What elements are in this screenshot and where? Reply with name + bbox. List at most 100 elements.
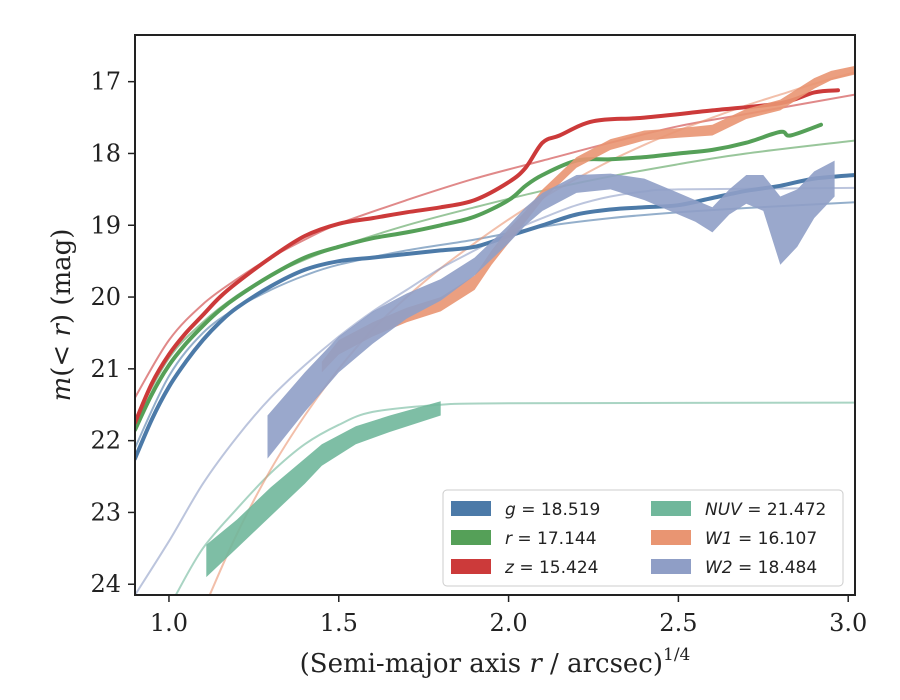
profile-point-3-7: [440, 408, 441, 409]
profile-point-5-11: [610, 181, 611, 182]
profile-point-2-22: [814, 92, 815, 93]
legend-label-5: W2 = 18.484: [705, 558, 817, 578]
y-axis-label: m(< r) (mag): [47, 229, 77, 402]
profile-point-4-18: [831, 75, 832, 76]
profile-point-0-10: [372, 257, 373, 258]
profile-point-2-13: [474, 200, 475, 201]
profile-point-2-6: [236, 282, 237, 283]
profile-point-2-12: [440, 207, 441, 208]
profile-point-1-16: [542, 174, 543, 175]
profile-point-0-4: [202, 340, 203, 341]
profile-point-3-3: [304, 471, 305, 472]
series-layer: [135, 65, 855, 595]
profile-point-4-16: [780, 104, 781, 105]
profile-point-1-12: [440, 225, 441, 226]
profile-point-1-1: [151, 393, 152, 394]
profile-point-1-11: [406, 232, 407, 233]
x-tick-label-2: 2.0: [489, 609, 527, 637]
profile-point-1-13: [474, 216, 475, 217]
x-tick-label-1: 1.5: [320, 609, 358, 637]
legend-box: [442, 489, 844, 587]
profile-point-0-7: [270, 286, 271, 287]
profile-point-1-6: [236, 297, 237, 298]
profile-point-0-20: [712, 197, 713, 198]
profile-point-4-11: [610, 144, 611, 145]
profile-point-4-14: [712, 130, 713, 131]
y-tick-label-1: 18: [90, 139, 121, 167]
legend-swatch-4: [651, 530, 691, 545]
profile-point-0-16: [576, 214, 577, 215]
legend-label-0: g = 18.519: [505, 500, 600, 520]
y-tick-label-7: 24: [90, 570, 121, 598]
profile-band-4: [321, 65, 855, 373]
profile-point-1-14: [508, 200, 509, 201]
y-tick-label-3: 20: [90, 283, 121, 311]
profile-point-2-18: [593, 121, 594, 122]
profile-point-1-8: [304, 257, 305, 258]
profile-point-0-22: [780, 185, 781, 186]
x-tick-label-3: 2.5: [659, 609, 697, 637]
profile-point-0-2: [168, 386, 169, 387]
x-axis-label: (Semi-major axis r / arcsec)1/4: [300, 645, 691, 679]
profile-point-5-10: [576, 183, 577, 184]
profile-point-0-8: [304, 269, 305, 270]
profile-point-1-7: [270, 275, 271, 276]
profile-band-3: [206, 401, 441, 578]
profile-point-2-14: [508, 182, 509, 183]
profile-point-1-20: [678, 153, 679, 154]
profile-point-1-5: [219, 309, 220, 310]
y-tick-label-0: 17: [90, 68, 121, 96]
profile-point-5-19: [780, 230, 781, 231]
profile-point-4-15: [746, 113, 747, 114]
profile-point-1-24: [790, 135, 791, 136]
legend-label-3: NUV = 21.472: [705, 500, 826, 520]
profile-point-0-12: [440, 250, 441, 251]
model-curve-1: [135, 139, 855, 420]
profile-point-2-19: [644, 117, 645, 118]
profile-point-1-25: [820, 124, 821, 125]
profile-point-0-9: [338, 261, 339, 262]
profile-point-5-4: [406, 305, 407, 306]
profile-point-5-9: [542, 201, 543, 202]
model-curve-2: [135, 93, 855, 399]
profile-point-5-13: [678, 203, 679, 204]
profile-point-2-15: [525, 167, 526, 168]
profile-point-2-2: [168, 354, 169, 355]
profile-point-2-17: [559, 135, 560, 136]
model-curve-3: [174, 401, 855, 595]
profile-point-4-10: [576, 162, 577, 163]
profile-point-4-17: [814, 83, 815, 84]
profile-point-0-5: [219, 322, 220, 323]
ticks-layer: 1.0 1.5 2.0 2.5 3.0 17 18 19 20 21 22 23 24: [90, 68, 867, 637]
y-tick-label-5: 22: [90, 427, 121, 455]
profile-point-5-14: [695, 210, 696, 211]
profile-point-2-5: [219, 297, 220, 298]
profile-point-5-16: [729, 201, 730, 202]
profile-point-3-6: [389, 423, 390, 424]
legend-swatch-3: [651, 501, 691, 516]
profile-point-2-9: [338, 223, 339, 224]
profile-point-0-17: [610, 209, 611, 210]
profile-point-1-9: [338, 246, 339, 247]
profile-line-0: [135, 173, 855, 461]
profile-point-5-20: [797, 218, 798, 219]
legend-label-2: z = 15.424: [504, 558, 598, 578]
profile-point-5-22: [834, 178, 835, 179]
y-tick-label-2: 19: [90, 211, 121, 239]
profile-point-5-15: [712, 219, 713, 220]
profile-point-5-5: [440, 289, 441, 290]
profile-point-0-15: [542, 225, 543, 226]
profile-point-2-16: [542, 142, 543, 143]
profile-point-1-21: [712, 149, 713, 150]
profile-point-3-5: [355, 435, 356, 436]
profile-point-1-10: [372, 238, 373, 239]
profile-point-5-8: [525, 216, 526, 217]
profile-point-5-1: [304, 392, 305, 393]
legend-label-1: r = 17.144: [505, 529, 597, 549]
profile-point-3-2: [270, 501, 271, 502]
profile-point-2-4: [202, 314, 203, 315]
profile-point-3-0: [206, 560, 207, 561]
plot-frame: [134, 34, 856, 596]
legend-swatch-2: [451, 559, 491, 574]
